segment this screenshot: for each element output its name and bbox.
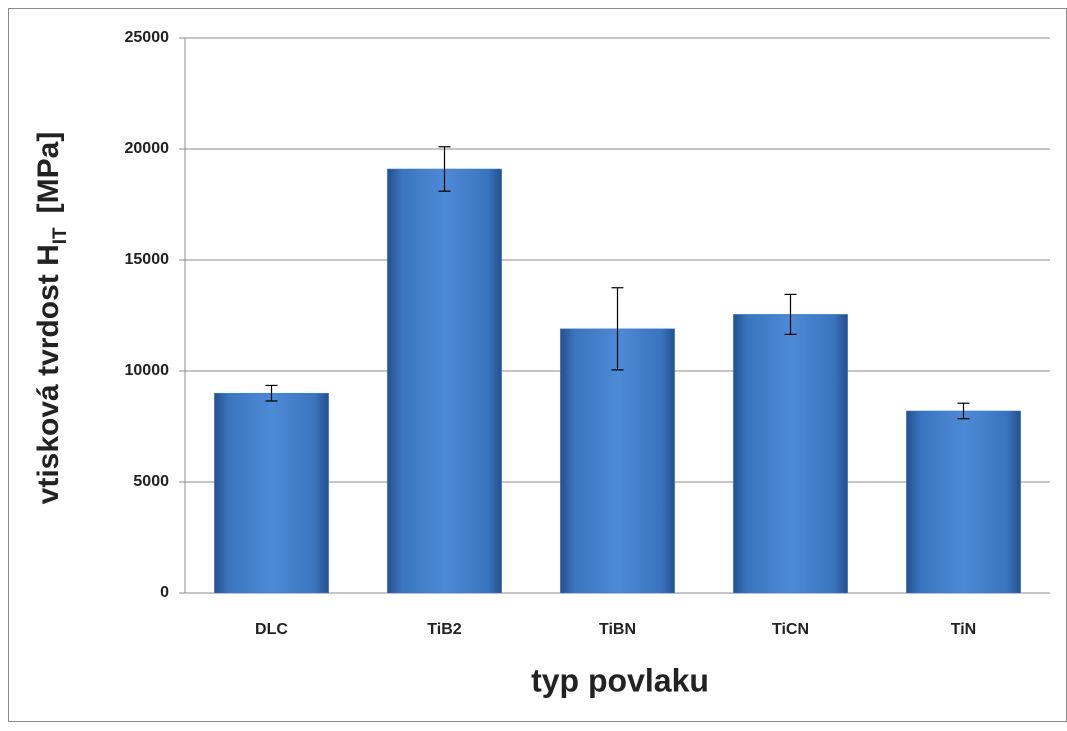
x-tick-label: TiBN xyxy=(599,621,636,638)
y-axis-label-main: vtisková tvrdost H xyxy=(32,244,65,504)
y-tick-label: 25000 xyxy=(125,29,170,46)
x-tick-label: TiN xyxy=(951,621,976,638)
y-tick-label: 0 xyxy=(160,584,169,601)
y-tick-label: 10000 xyxy=(125,362,170,379)
bar xyxy=(906,410,1021,594)
bar xyxy=(560,328,675,594)
bar xyxy=(387,168,502,594)
y-tick-label: 15000 xyxy=(125,251,170,268)
x-tick-label: DLC xyxy=(255,621,288,638)
x-tick-label: TiCN xyxy=(772,621,809,638)
y-tick-label: 5000 xyxy=(133,473,169,490)
y-axis-label-subscript: IT xyxy=(50,227,71,244)
y-tick-label: 20000 xyxy=(125,140,170,157)
x-axis-label: typ povlaku xyxy=(531,662,709,698)
bar xyxy=(214,392,329,594)
y-axis-label-unit: [MPa] xyxy=(32,132,65,214)
x-tick-label: TiB2 xyxy=(427,621,461,638)
bar xyxy=(733,314,848,594)
y-axis-label: vtisková tvrdost HIT [MPa] xyxy=(32,132,71,505)
